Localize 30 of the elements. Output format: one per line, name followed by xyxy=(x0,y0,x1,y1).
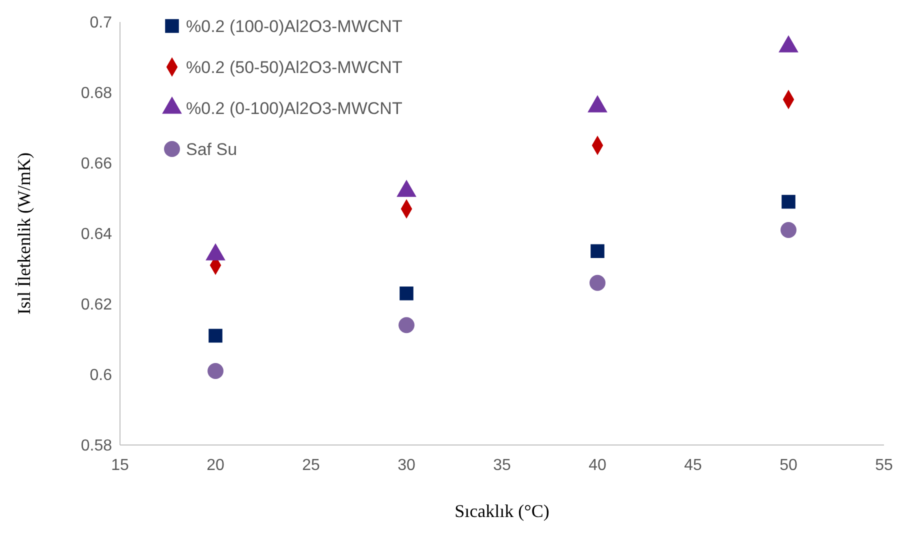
x-tick-label: 55 xyxy=(875,457,893,474)
x-tick-label: 20 xyxy=(206,457,224,474)
y-tick-label: 0.7 xyxy=(90,14,112,32)
point xyxy=(398,317,414,334)
y-tick-label: 0.58 xyxy=(80,438,112,455)
x-tick-label: 25 xyxy=(302,457,320,474)
y-tick-label: 0.62 xyxy=(80,296,112,314)
x-tick-label: 40 xyxy=(588,457,606,474)
point xyxy=(590,244,604,258)
point xyxy=(208,363,224,379)
point xyxy=(782,194,796,209)
legend-label: %0.2 (100-0)Al2O3-MWCNT xyxy=(186,16,402,36)
y-tick-label: 0.68 xyxy=(80,85,112,102)
legend-label: %0.2 (50-50)Al2O3-MWCNT xyxy=(186,58,402,77)
x-tick-label: 15 xyxy=(111,457,129,474)
y-tick-label: 0.64 xyxy=(80,226,112,244)
point xyxy=(590,274,606,291)
x-tick-label: 30 xyxy=(398,457,416,474)
y-tick-label: 0.6 xyxy=(90,367,112,384)
point xyxy=(780,222,796,238)
y-tick-label: 0.66 xyxy=(80,156,112,173)
y-axis-title: Isıl İletkenlik (W/mK) xyxy=(14,152,34,314)
legend-label: %0.2 (0-100)Al2O3-MWCNT xyxy=(186,98,402,118)
x-axis-title: Sıcaklık (°C) xyxy=(454,501,550,521)
x-tick-label: 35 xyxy=(493,457,511,474)
point xyxy=(208,328,222,343)
point xyxy=(400,286,414,300)
legend-label: Saf Su xyxy=(186,140,238,159)
x-tick-label: 45 xyxy=(684,457,702,474)
x-tick-label: 50 xyxy=(780,457,798,474)
